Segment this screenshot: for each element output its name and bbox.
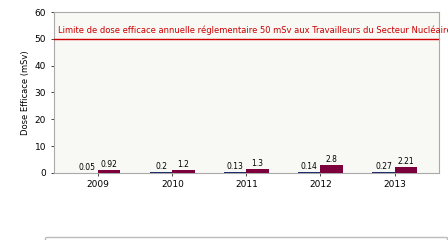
Text: 0.2: 0.2 [155, 162, 167, 171]
Bar [320, 165, 343, 173]
Bar [395, 167, 417, 173]
Text: 2.8: 2.8 [326, 155, 337, 164]
Text: 0.27: 0.27 [375, 162, 392, 171]
Legend: Dose Efficace Individuelle Moyenne (mSv), Dose Efficace Individuelle Maximale (m: Dose Efficace Individuelle Moyenne (mSv)… [45, 237, 448, 240]
Bar [372, 172, 395, 173]
Text: 1.2: 1.2 [177, 160, 190, 168]
Text: 1.3: 1.3 [251, 159, 263, 168]
Bar [172, 170, 194, 173]
Text: Limite de dose efficace annuelle réglementaire 50 mSv aux Travailleurs du Secteu: Limite de dose efficace annuelle régleme… [58, 25, 448, 35]
Y-axis label: Dose Efficace (mSv): Dose Efficace (mSv) [22, 50, 30, 135]
Text: 2.21: 2.21 [397, 157, 414, 166]
Text: 0.13: 0.13 [227, 162, 244, 171]
Bar [150, 172, 172, 173]
Text: 0.92: 0.92 [101, 160, 118, 169]
Text: 0.05: 0.05 [78, 162, 95, 172]
Bar [98, 170, 121, 173]
Text: 0.14: 0.14 [301, 162, 318, 171]
Bar [246, 169, 269, 173]
Bar [298, 172, 320, 173]
